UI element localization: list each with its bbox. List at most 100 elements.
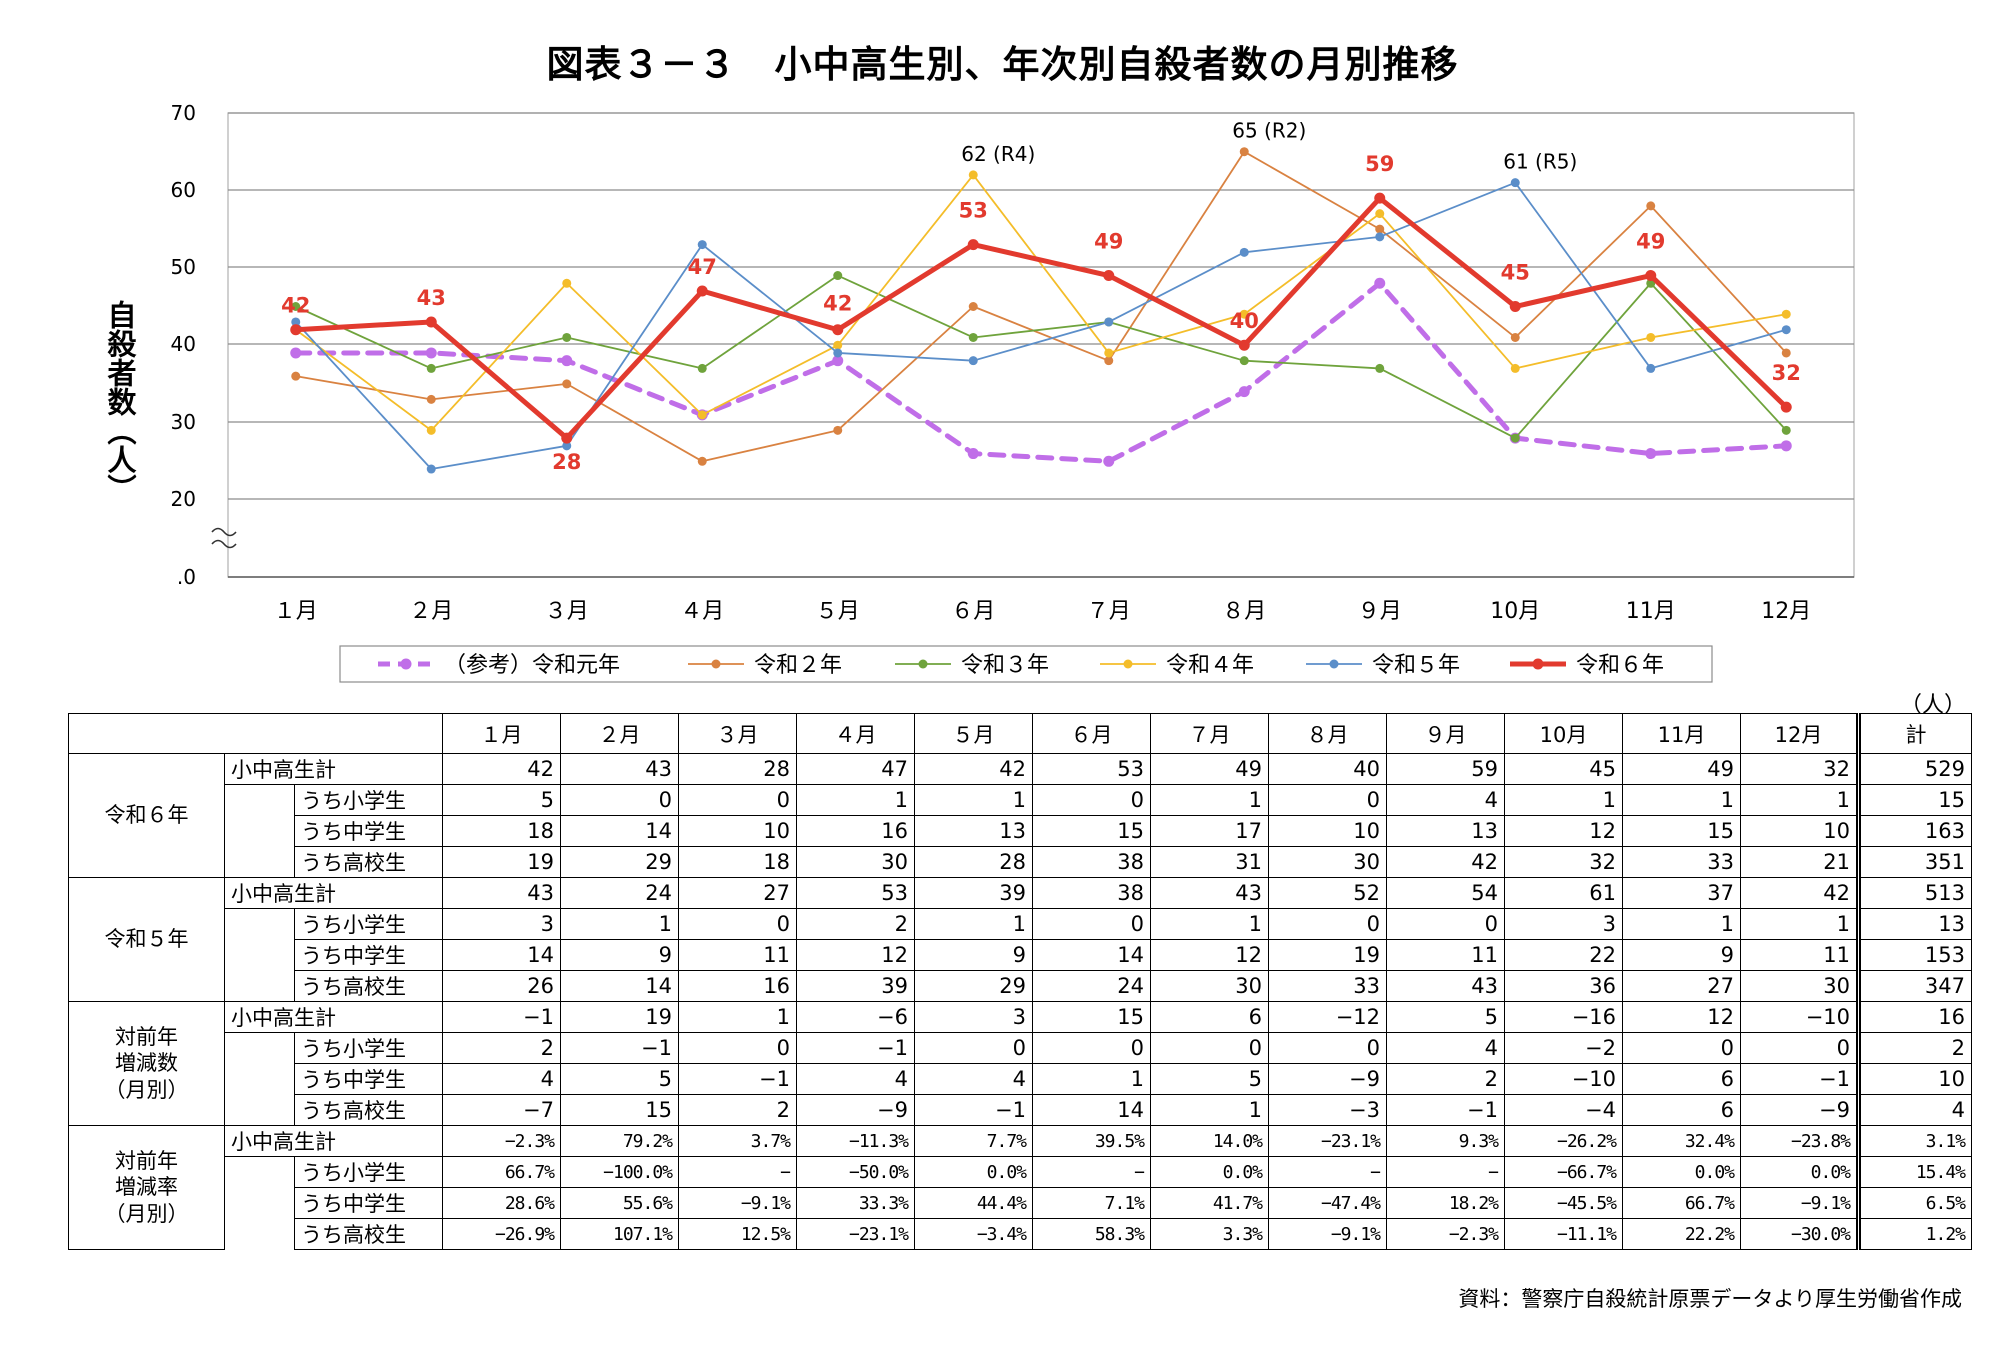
row-indent-cell (224, 908, 295, 1002)
table-cell: 10 (1740, 815, 1860, 847)
table-cell: 38 (1032, 846, 1152, 878)
data-point (1510, 332, 1520, 342)
series-line (294, 174, 1788, 432)
table-cell: 37 (1622, 877, 1742, 909)
axis-break-symbol (211, 527, 237, 549)
month-header: ３月 (678, 713, 798, 754)
group-label: 対前年 増減数 （月別） (68, 1001, 225, 1126)
data-point (696, 285, 708, 297)
table-cell: 15 (560, 1094, 680, 1126)
row-label: うち高校生 (293, 1094, 444, 1126)
x-tick-label: 12月 (1761, 599, 1811, 624)
table-cell: 18.2% (1386, 1187, 1506, 1219)
data-label: 42 (823, 292, 852, 316)
table-cell: 1 (796, 784, 916, 816)
month-header: ９月 (1386, 713, 1506, 754)
data-point (562, 379, 572, 389)
table-cell: 29 (560, 846, 680, 878)
table-cell: 5 (1150, 1063, 1270, 1095)
total-cell: 351 (1856, 846, 1973, 878)
row-indent-cell (224, 1156, 295, 1250)
table-row: 対前年 増減率 （月別） 小中高生計 −2.3% 79.2% 3.7% −11.3% 7.7% 3… (68, 1125, 1973, 1250)
total-cell: 153 (1856, 939, 1973, 971)
table-cell: 30 (1740, 970, 1860, 1002)
month-header: 10月 (1504, 713, 1624, 754)
table-row: 対前年 増減数 （月別） 小中高生計 −1 19 1 −6 3 15 6 −12 5 −16 12 −10 16 (68, 1001, 1973, 1126)
x-tick-label: 10月 (1490, 599, 1540, 624)
data-point (1646, 363, 1656, 373)
table-cell: −7 (442, 1094, 562, 1126)
row-label: うち高校生 (293, 1218, 444, 1250)
table-cell: −16 (1504, 1001, 1624, 1033)
month-header: 11月 (1622, 713, 1742, 754)
row-label: うち中学生 (293, 1187, 444, 1219)
data-point (1374, 192, 1386, 204)
data-point (832, 355, 844, 367)
data-label: 43 (417, 286, 446, 310)
table-cell: −23.1% (1268, 1125, 1388, 1157)
table-cell: − (1032, 1156, 1152, 1188)
data-point (1239, 147, 1249, 157)
data-point (833, 348, 843, 358)
table-cell: 12 (1150, 939, 1270, 971)
table-cell: −100.0% (560, 1156, 680, 1188)
data-point (1781, 348, 1791, 358)
annotation-label: 61 (R5) (1503, 150, 1577, 174)
data-label: 28 (552, 450, 581, 474)
table-cell: 27 (1622, 970, 1742, 1002)
data-point (1239, 309, 1249, 319)
data-label: 42 (281, 294, 310, 318)
month-header: 12月 (1740, 713, 1860, 754)
total-cell: 3.1% (1856, 1125, 1973, 1157)
table-cell: −9.1% (678, 1187, 798, 1219)
month-header: １月 (442, 713, 562, 754)
table-cell: 30 (1268, 846, 1388, 878)
table-cell: −1 (442, 1001, 562, 1033)
annotation-label: 62 (R4) (961, 142, 1035, 166)
table-cell: 41.7% (1150, 1187, 1270, 1219)
table-cell: −30.0% (1740, 1218, 1860, 1250)
line-chart: 70 60 50 40 30 20 .0 １月 ２月 ３月 ４月 ５月 ６月 ７月 ８月 ９月 10月 11月 12… (171, 101, 1855, 683)
group-label-line: 増減率 (115, 1175, 178, 1200)
table-cell: 0.0% (1622, 1156, 1742, 1188)
table-cell: 44.4% (914, 1187, 1034, 1219)
table-row: うち小学生 5 0 0 1 1 0 1 0 4 1 1 1 15 (69, 784, 1973, 878)
table-cell: −11.1% (1504, 1218, 1624, 1250)
table-cell: 2 (796, 908, 916, 940)
legend-label: 令和５年 (1372, 653, 1460, 678)
data-point (1645, 270, 1657, 282)
table-cell: 59 (1386, 753, 1506, 785)
x-tick-label: ２月 (409, 599, 453, 624)
table-cell: 43 (560, 753, 680, 785)
total-cell: 529 (1856, 753, 1973, 785)
data-point (833, 340, 843, 350)
table-cell: 15 (1032, 815, 1152, 847)
table-cell: −23.8% (1740, 1125, 1860, 1157)
data-point (968, 332, 978, 342)
table-cell: −9.1% (1268, 1218, 1388, 1250)
total-cell: 4 (1856, 1094, 1973, 1126)
month-header: ６月 (1032, 713, 1152, 754)
table-cell: 1 (1740, 784, 1860, 816)
table-cell: 3.7% (678, 1125, 798, 1157)
table-cell: 14 (1032, 1094, 1152, 1126)
table-cell: 5 (442, 784, 562, 816)
table-cell: 45 (1504, 753, 1624, 785)
table-cell: 0 (678, 908, 798, 940)
table-cell: 0.0% (1740, 1156, 1860, 1188)
table-cell: −47.4% (1268, 1187, 1388, 1219)
table-cell: 58.3% (1032, 1218, 1152, 1250)
table-cell: 3 (442, 908, 562, 940)
table-cell: −1 (914, 1094, 1034, 1126)
data-point (1646, 332, 1656, 342)
table-cell: 1 (1150, 1094, 1270, 1126)
table-cell: 1 (914, 908, 1034, 940)
table-cell: 22.2% (1622, 1218, 1742, 1250)
total-cell: 1.2% (1856, 1218, 1973, 1250)
table-cell: 66.7% (442, 1156, 562, 1188)
series-line (293, 195, 1789, 441)
table-cell: 1 (560, 908, 680, 940)
data-point (562, 332, 572, 342)
table-cell: 32 (1740, 753, 1860, 785)
month-header: ２月 (560, 713, 680, 754)
